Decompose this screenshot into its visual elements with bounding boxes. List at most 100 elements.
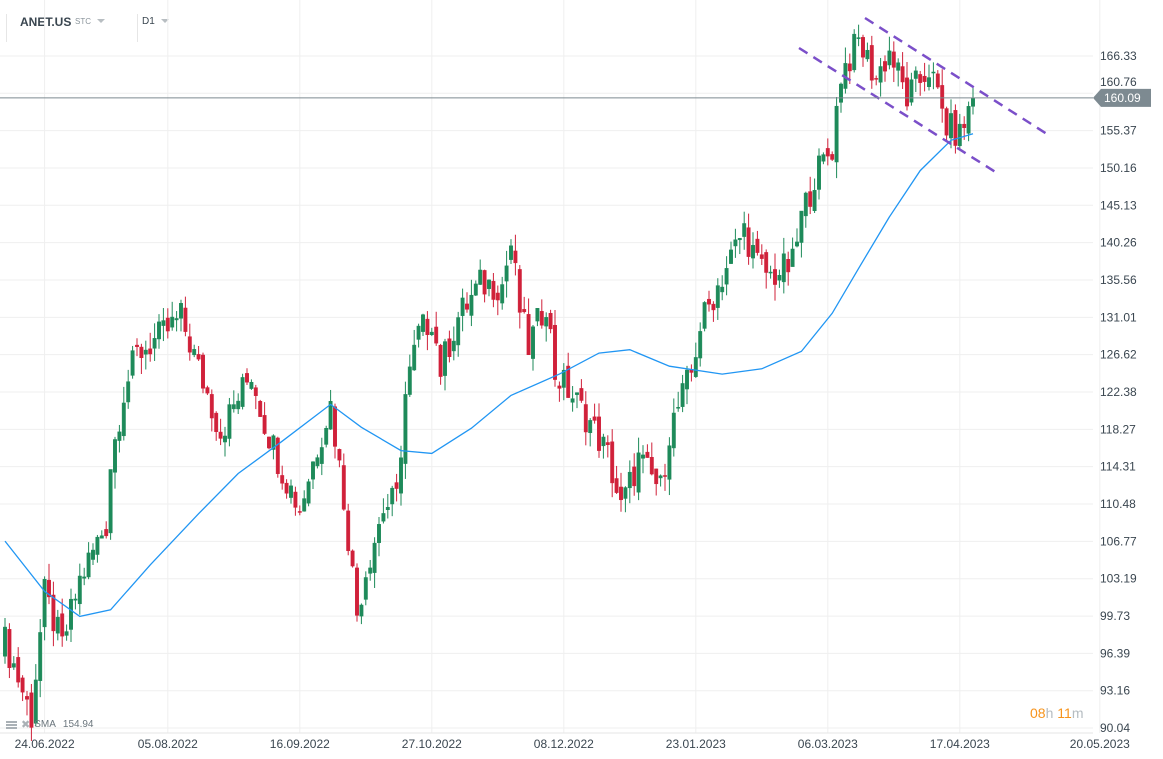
candle-bearish (434, 326, 439, 344)
time-axis[interactable]: 24.06.2022 05.08.2022 16.09.2022 27.10.2022… (15, 737, 1131, 751)
candle-bullish (429, 331, 434, 336)
candle-bearish (548, 313, 553, 330)
candle-bullish (878, 66, 883, 83)
candle-bullish (64, 631, 69, 636)
date-tick-label: 08.12.2022 (534, 737, 594, 751)
candle-bullish (856, 37, 861, 39)
candle-bullish (289, 485, 293, 498)
candle-bullish (676, 407, 681, 409)
candle-bearish (579, 388, 584, 401)
candle-bearish (355, 567, 359, 616)
indicator-remove-icon[interactable]: ✖ (21, 719, 31, 731)
candle-bullish (240, 377, 245, 407)
channel-upper-line[interactable] (864, 16, 1048, 136)
candle-bearish (619, 486, 623, 501)
date-tick-label: 27.10.2022 (402, 737, 462, 751)
candle-bullish (359, 604, 364, 617)
candle-bullish (658, 475, 663, 479)
candle-bearish (759, 254, 764, 259)
candle-bearish (148, 348, 153, 355)
instrument-type-dropdown-icon[interactable] (97, 19, 105, 23)
candle-bearish (746, 227, 751, 257)
candle-bearish (346, 510, 351, 551)
date-tick-label: 24.06.2022 (15, 737, 75, 751)
timeframe-dropdown-icon[interactable] (161, 19, 169, 23)
candle-bearish (869, 45, 874, 81)
candle-bullish (311, 461, 315, 480)
candle-bullish (799, 210, 804, 243)
candle-bearish (201, 354, 205, 389)
candle-bearish (825, 148, 830, 157)
candle-bullish (372, 542, 377, 573)
price-tick-label: 160.76 (1100, 75, 1137, 89)
candle-bullish (724, 268, 729, 285)
candle-bullish (113, 439, 117, 473)
candle-bullish (385, 507, 390, 511)
candle-bearish (905, 77, 909, 107)
price-tick-label: 90.04 (1100, 721, 1130, 735)
symbol-label[interactable]: ANET.US (20, 15, 72, 29)
candle-bullish (82, 576, 87, 579)
candle-bullish (531, 326, 535, 359)
candle-bullish (108, 469, 113, 534)
candle-bullish (126, 381, 131, 403)
instrument-type-label[interactable]: STC (75, 17, 91, 26)
candle-bearish (183, 307, 188, 332)
candle-bullish (33, 679, 38, 724)
candle-bullish (368, 567, 373, 574)
price-tick-label: 140.26 (1100, 236, 1137, 250)
candle-bearish (262, 415, 267, 434)
candle-bearish (764, 252, 769, 273)
candle-bullish (971, 97, 975, 107)
indicator-settings-icon[interactable] (6, 720, 17, 729)
candle-bearish (245, 373, 249, 383)
candle-bullish (636, 452, 641, 493)
candle-bearish (891, 51, 896, 68)
candle-bearish (218, 431, 223, 439)
indicator-legend: ✖ SMA 154.94 (6, 718, 93, 731)
candle-bearish (597, 416, 601, 451)
candle-bearish (707, 298, 711, 305)
candle-bearish (522, 309, 527, 313)
candle-bullish (693, 357, 698, 377)
candle-bullish (812, 190, 817, 211)
candle-bullish (913, 70, 918, 79)
candle-bullish (3, 626, 7, 657)
candle-bearish (632, 466, 637, 487)
price-axis[interactable]: 166.33 160.76 155.37 150.16 145.13 140.26 135.… (1100, 49, 1137, 735)
candle-bearish (438, 344, 443, 377)
candle-bearish (284, 482, 289, 494)
candle-bullish (161, 320, 166, 326)
candle-bearish (566, 365, 571, 398)
price-tick-label: 114.31 (1100, 460, 1136, 474)
candle-bullish (11, 663, 16, 668)
candle-bearish (447, 338, 452, 357)
candle-bullish (328, 401, 333, 430)
candle-bullish (544, 317, 549, 327)
candle-bullish (306, 481, 311, 504)
candle-bullish (91, 549, 95, 560)
price-tick-label: 155.37 (1100, 124, 1137, 138)
candle-bullish (130, 350, 135, 376)
candle-bearish (592, 416, 597, 421)
candle-bullish (575, 392, 579, 395)
timeframe-selector[interactable]: D1 (142, 16, 155, 27)
candle-bearish (275, 437, 280, 474)
channel-lower-line[interactable] (798, 46, 998, 175)
price-tick-label: 106.77 (1100, 534, 1137, 548)
timer-minutes-unit: m (1071, 705, 1084, 721)
candle-bullish (839, 83, 843, 103)
candle-bullish (751, 245, 755, 259)
candle-bearish (465, 303, 469, 310)
indicator-value: 154.94 (62, 719, 94, 730)
candle-bullish (231, 404, 236, 410)
candle-bullish (790, 248, 795, 267)
candle-bearish (297, 511, 302, 513)
candle-bullish (157, 321, 161, 340)
candle-bullish (795, 241, 799, 247)
timer-hours: 08 (1030, 705, 1046, 721)
candle-bearish (553, 324, 557, 380)
candle-bearish (187, 336, 192, 353)
candle-bullish (179, 303, 183, 319)
